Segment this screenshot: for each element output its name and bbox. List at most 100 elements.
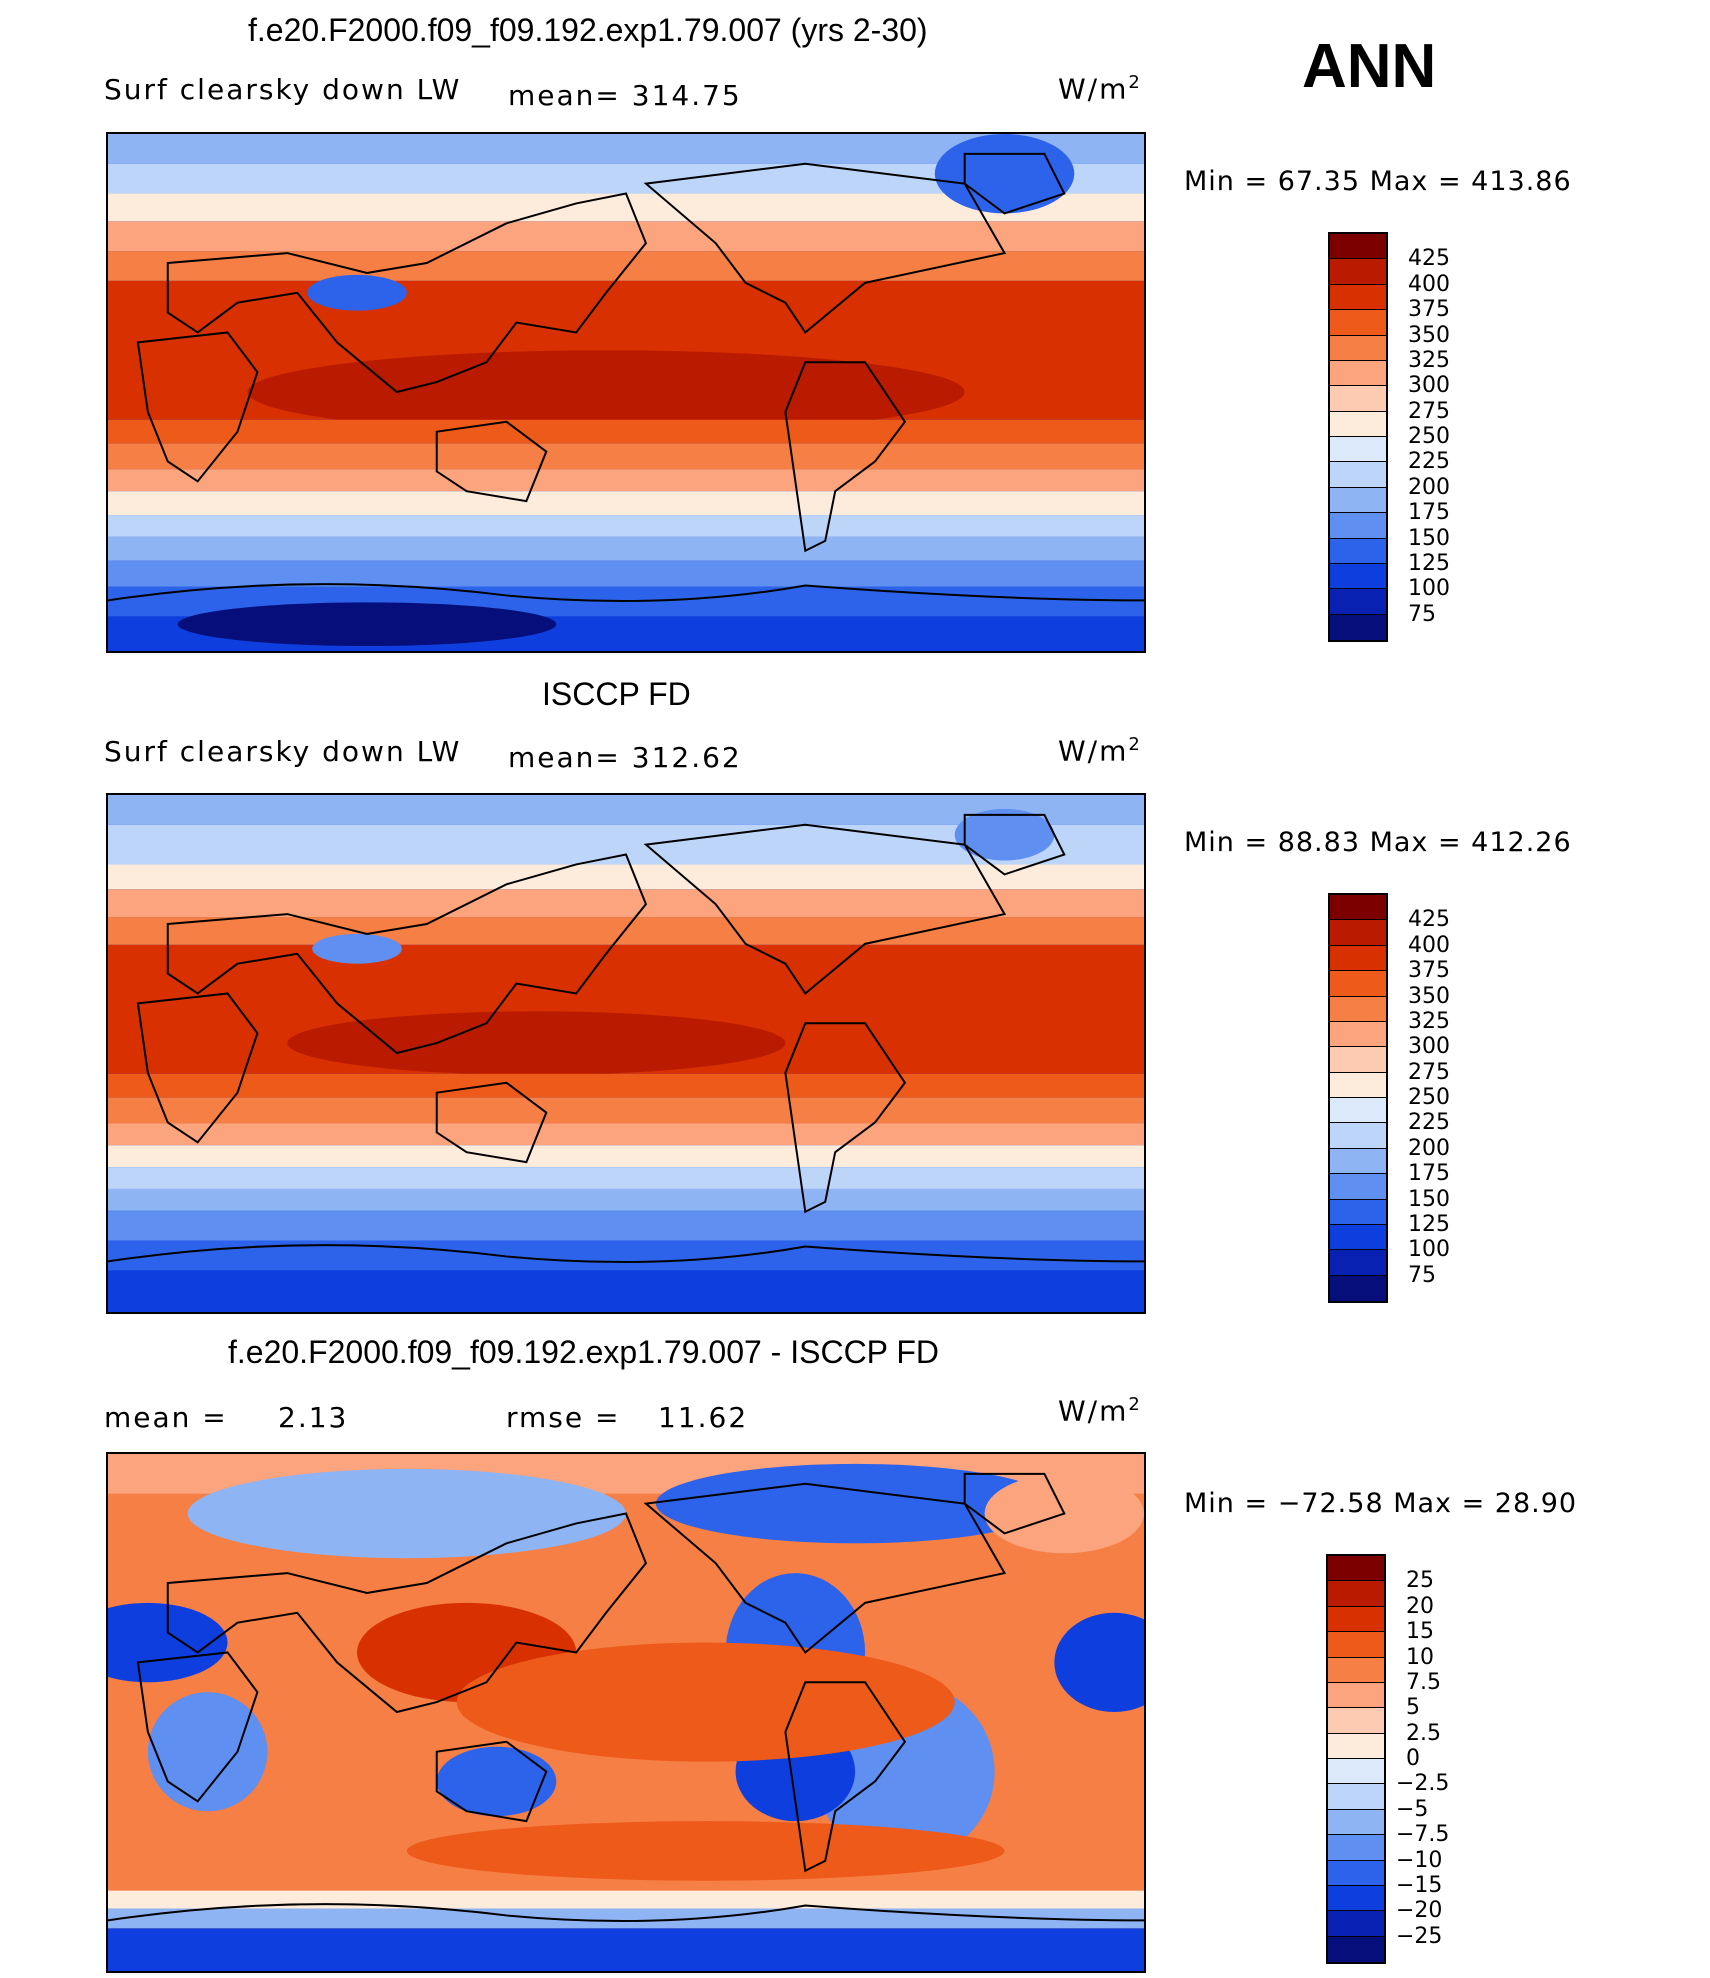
panel2-map: [106, 793, 1146, 1314]
colorbar-swatch: [1328, 1632, 1384, 1658]
colorbar-swatch: [1328, 1556, 1384, 1582]
colorbar-swatch: [1328, 1759, 1384, 1785]
colorbar-swatch: [1330, 538, 1386, 564]
colorbar-tick-label: 15: [1406, 1619, 1434, 1645]
colorbar-tick-label: 75: [1408, 1262, 1436, 1288]
colorbar-swatch: [1328, 1860, 1384, 1886]
colorbar-swatch: [1330, 1072, 1386, 1098]
colorbar-tick-label: 2.5: [1406, 1720, 1441, 1746]
colorbar-swatch: [1330, 945, 1386, 972]
colorbar-swatch: [1330, 335, 1386, 361]
colorbar-tick-label: 250: [1408, 424, 1450, 449]
colorbar-tick-label: 350: [1408, 983, 1450, 1009]
colorbar-tick-label: 25: [1406, 1568, 1434, 1594]
panel1-variable: Surf clearsky down LW: [104, 73, 462, 106]
panel3-colorbar-labels: 25 20 15 10 7.5 5 2.5 0 −2.5 −5 −7.5 −10 −15 −20 −25: [1396, 1554, 1486, 1964]
colorbar-tick-label: 7.5: [1406, 1669, 1441, 1695]
colorbar-swatch: [1330, 360, 1386, 387]
panel1-minmax: Min = 67.35 Max = 413.86: [1184, 166, 1572, 197]
colorbar-swatch: [1330, 971, 1386, 997]
colorbar-swatch: [1330, 310, 1386, 336]
colorbar-tick-label: −25: [1396, 1923, 1443, 1949]
panel1-title: f.e20.F2000.f09_f09.192.exp1.79.007 (yrs…: [248, 12, 928, 48]
colorbar-tick-label: 325: [1408, 347, 1450, 373]
colorbar-swatch: [1330, 386, 1386, 412]
colorbar-swatch: [1328, 1911, 1384, 1937]
colorbar-swatch: [1328, 1885, 1384, 1912]
panel3-mean-label: mean =: [104, 1401, 228, 1434]
panel1-units: W/m2: [1058, 72, 1142, 106]
colorbar-tick-label: 400: [1408, 932, 1450, 958]
colorbar-tick-label: 425: [1408, 907, 1450, 933]
colorbar-swatch: [1330, 1047, 1386, 1073]
colorbar-tick-label: −2.5: [1396, 1771, 1450, 1797]
colorbar-tick-label: −7.5: [1396, 1822, 1450, 1848]
colorbar-swatch: [1328, 1581, 1384, 1607]
colorbar-tick-label: 75: [1408, 601, 1436, 627]
colorbar-tick-label: 175: [1408, 500, 1450, 526]
colorbar-swatch: [1330, 411, 1386, 437]
colorbar-tick-label: 375: [1408, 297, 1450, 323]
colorbar-swatch: [1330, 487, 1386, 514]
panel2-mean: mean= 312.62: [508, 741, 742, 774]
colorbar-swatch: [1330, 1199, 1386, 1225]
colorbar-swatch: [1328, 1733, 1384, 1759]
colorbar-tick-label: −10: [1396, 1847, 1443, 1873]
colorbar-swatch: [1330, 1224, 1386, 1251]
colorbar-tick-label: 125: [1408, 550, 1450, 576]
colorbar-swatch: [1330, 1123, 1386, 1149]
panel3-colorbar: [1326, 1554, 1386, 1964]
colorbar-swatch: [1328, 1657, 1384, 1683]
colorbar-tick-label: 5: [1406, 1695, 1420, 1721]
panel2-minmax: Min = 88.83 Max = 412.26: [1184, 827, 1572, 858]
colorbar-tick-label: 125: [1408, 1211, 1450, 1237]
colorbar-tick-label: 0: [1406, 1746, 1420, 1771]
panel2-variable: Surf clearsky down LW: [104, 735, 462, 768]
colorbar-swatch: [1330, 462, 1386, 488]
panel2-map-field: [108, 795, 1144, 1312]
panel1-map-field: [108, 134, 1144, 651]
colorbar-swatch: [1330, 284, 1386, 311]
colorbar-swatch: [1330, 234, 1386, 260]
panel3-minmax: Min = −72.58 Max = 28.90: [1184, 1488, 1578, 1519]
colorbar-swatch: [1330, 920, 1386, 946]
panel3-title: f.e20.F2000.f09_f09.192.exp1.79.007 - IS…: [228, 1334, 939, 1370]
colorbar-swatch: [1330, 1148, 1386, 1175]
colorbar-swatch: [1328, 1708, 1384, 1734]
colorbar-tick-label: 300: [1408, 373, 1450, 399]
colorbar-tick-label: 375: [1408, 958, 1450, 984]
colorbar-tick-label: 200: [1408, 1135, 1450, 1161]
panel2-units: W/m2: [1058, 734, 1142, 768]
panel3-map-field: [108, 1454, 1144, 1971]
panel1-map: [106, 132, 1146, 653]
colorbar-swatch: [1330, 437, 1386, 463]
colorbar-swatch: [1330, 259, 1386, 285]
colorbar-tick-label: 20: [1406, 1593, 1434, 1619]
colorbar-tick-label: 200: [1408, 474, 1450, 500]
colorbar-tick-label: 250: [1408, 1085, 1450, 1110]
colorbar-swatch: [1328, 1784, 1384, 1810]
panel3-units: W/m2: [1058, 1394, 1142, 1428]
colorbar-swatch: [1330, 1098, 1386, 1124]
colorbar-tick-label: 175: [1408, 1161, 1450, 1187]
colorbar-tick-label: 275: [1408, 398, 1450, 424]
colorbar-swatch: [1330, 1275, 1386, 1301]
panel1-mean: mean= 314.75: [508, 79, 742, 112]
colorbar-tick-label: −20: [1396, 1898, 1443, 1924]
colorbar-swatch: [1330, 1021, 1386, 1048]
colorbar-tick-label: 225: [1408, 1110, 1450, 1136]
panel3-map: [106, 1452, 1146, 1973]
colorbar-tick-label: 10: [1406, 1644, 1434, 1670]
panel2-colorbar: [1328, 893, 1388, 1303]
colorbar-tick-label: 150: [1408, 525, 1450, 551]
colorbar-swatch: [1328, 1606, 1384, 1633]
panel1-colorbar: [1328, 232, 1388, 642]
panel1-colorbar-labels: 425 400 375 350 325 300 275 250 225 200 175 150 125 1…: [1408, 232, 1488, 642]
panel2-title: ISCCP FD: [542, 676, 691, 712]
panel3-rmse-value: 11.62: [658, 1401, 749, 1434]
colorbar-swatch: [1328, 1835, 1384, 1861]
colorbar-tick-label: 425: [1408, 246, 1450, 272]
colorbar-swatch: [1330, 513, 1386, 539]
colorbar-tick-label: −5: [1396, 1796, 1429, 1822]
panel3-rmse-label: rmse =: [506, 1401, 621, 1434]
